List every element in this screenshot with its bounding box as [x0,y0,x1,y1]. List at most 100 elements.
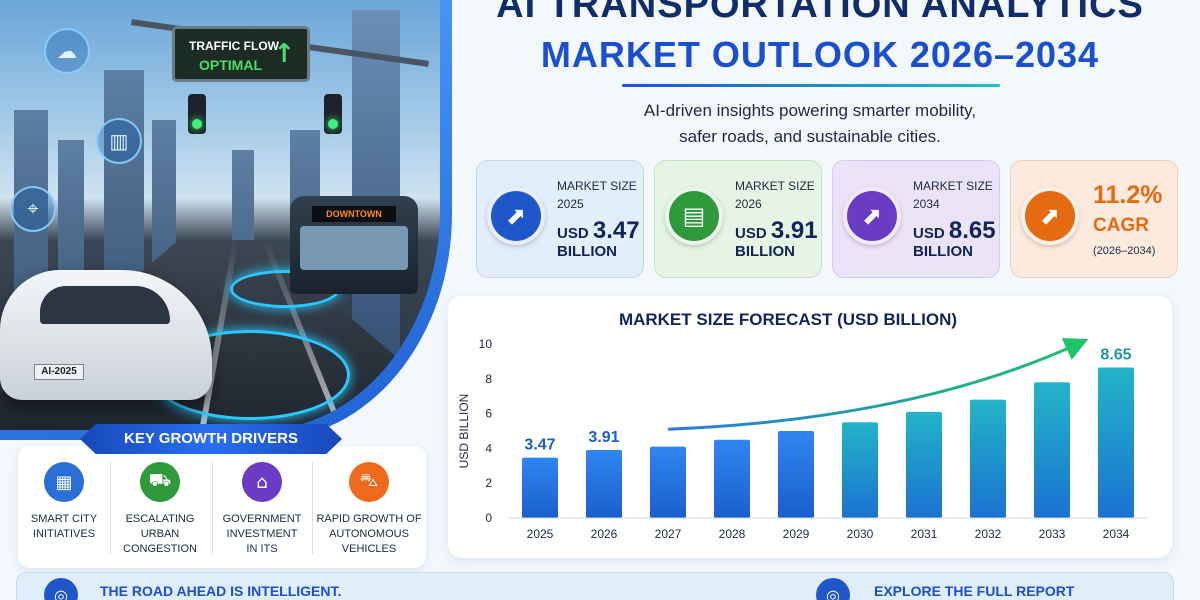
stat-prefix: USD [913,225,945,242]
x-tick-label: 2031 [911,527,938,541]
stat-label: MARKET SIZE [735,179,815,193]
divider [212,462,213,554]
bar [1098,367,1134,518]
cagr-value: 11.2% [1093,181,1163,209]
chart-up-icon: ⬈ [843,187,901,245]
hero-illustration: TRAFFIC FLOW OPTIMAL ↑ ☁ ▥ ⌖ DOWNTOWN AI… [0,0,440,430]
stat-prefix: USD [557,225,589,242]
license-plate: AI-2025 [34,364,84,380]
tagline: AI-driven insights powering smarter mobi… [560,98,1060,150]
trend-arrow [667,338,1089,431]
cagr-range: (2026–2034) [1093,245,1156,257]
data-label: 3.47 [524,437,555,454]
stat-number: 8.65 [948,217,996,244]
bar [714,439,750,518]
bar [778,431,814,518]
page-title: AI TRANSPORTATION ANALYTICS [496,0,1144,26]
x-tick-label: 2026 [591,527,618,541]
stat-label: MARKET SIZE [913,179,993,193]
stat-card-2025: ⬈ MARKET SIZE 2025 USD 3.47 BILLION [476,160,644,278]
driver-label: INVESTMENT [226,528,298,540]
driver-label: CONGESTION [123,543,197,555]
traffic-light [188,94,206,134]
stat-value: USD 3.91 [735,217,818,245]
data-label: 3.91 [588,429,619,446]
footer-bar [16,572,1174,600]
driver-label: GOVERNMENT [222,513,302,525]
divider [110,462,111,554]
government-icon: ⌂ [242,462,282,502]
driver-smart-city: ▦ SMART CITY INITIATIVES [14,462,114,562]
driver-label: INITIATIVES [32,528,96,540]
bus-destination-sign: DOWNTOWN [312,206,396,222]
tagline-line2: safer roads, and sustainable cities. [679,127,941,146]
y-tick-label: 8 [485,372,492,386]
car-icon: ⛍ [349,462,389,502]
x-tick-label: 2030 [847,527,874,541]
y-tick-label: 10 [479,337,493,351]
driver-urban-congestion: ⛟ ESCALATING URBAN CONGESTION [110,462,210,562]
chart-icon: ▥ [96,118,142,164]
stat-unit: BILLION [557,243,617,260]
cloud-icon: ☁ [44,28,90,74]
title-underline [622,84,1000,87]
y-tick-label: 2 [485,476,492,490]
car: AI-2025 [0,270,212,400]
stat-year: 2026 [735,197,762,211]
globe-icon[interactable]: ◎ [816,578,850,600]
driver-label: ESCALATING [125,513,195,525]
stat-unit: BILLION [913,243,973,260]
y-tick-label: 4 [485,441,492,455]
bar [650,446,686,518]
bar [522,457,558,518]
bar [906,411,942,518]
bus: DOWNTOWN [290,196,418,294]
y-tick-label: 6 [485,407,492,421]
driver-label: RAPID GROWTH OF [316,513,422,525]
traffic-flow-sign: TRAFFIC FLOW OPTIMAL ↑ [172,26,310,82]
cagr-label: CAGR [1093,215,1149,236]
driver-label: VEHICLES [341,543,397,555]
stat-value: USD 8.65 [913,217,996,245]
stat-year: 2034 [913,197,940,211]
footer-tagline: THE ROAD AHEAD IS INTELLIGENT. [100,583,342,599]
drivers-title: KEY GROWTH DRIVERS [80,424,342,454]
x-tick-label: 2029 [783,527,810,541]
driver-government-investment: ⌂ GOVERNMENT INVESTMENT IN ITS [212,462,312,562]
chart-up-icon: ⬈ [1021,187,1079,245]
chart-title: MARKET SIZE FORECAST (USD BILLION) [618,310,958,329]
stat-card-cagr: ⬈ 11.2% CAGR (2026–2034) [1010,160,1178,278]
market-size-chart: USD BILLION 0 2 4 6 8 10 2025 3.47 2026 3.91 2027 20… [457,337,1148,541]
stat-unit: BILLION [735,243,795,260]
stat-card-2034: ⬈ MARKET SIZE 2034 USD 8.65 BILLION [832,160,1000,278]
chart-up-icon: ⬈ [487,187,545,245]
stat-year: 2025 [557,197,584,211]
data-label: 8.65 [1100,346,1131,363]
explore-report-link[interactable]: EXPLORE THE FULL REPORT [874,583,1075,599]
traffic-light [324,94,342,134]
driver-label: SMART CITY [30,513,98,525]
y-axis-label: USD BILLION [457,394,471,469]
y-tick-label: 0 [485,511,492,525]
bar [970,399,1006,518]
page-subtitle-heading: MARKET OUTLOOK 2026–2034 [540,34,1100,75]
x-tick-label: 2034 [1103,527,1130,541]
stat-prefix: USD [735,225,767,242]
x-tick-label: 2027 [655,527,682,541]
driver-label: AUTONOMOUS [329,528,409,540]
globe-icon: ◎ [44,578,78,600]
bar [1034,382,1070,518]
traffic-sign-line1: TRAFFIC FLOW [189,39,279,53]
x-tick-label: 2028 [719,527,746,541]
location-pin-icon: ⌖ [10,186,56,232]
x-tick-label: 2033 [1039,527,1066,541]
city-icon: ▦ [44,462,84,502]
driver-autonomous-vehicles: ⛍ RAPID GROWTH OF AUTONOMOUS VEHICLES [316,462,422,562]
divider [312,462,313,554]
driver-label: IN ITS [246,543,278,555]
stat-number: 3.91 [770,217,818,244]
arrow-up-icon: ↑ [273,39,295,69]
stat-label: MARKET SIZE [557,179,637,193]
x-tick-label: 2025 [527,527,554,541]
x-tick-label: 2032 [975,527,1002,541]
